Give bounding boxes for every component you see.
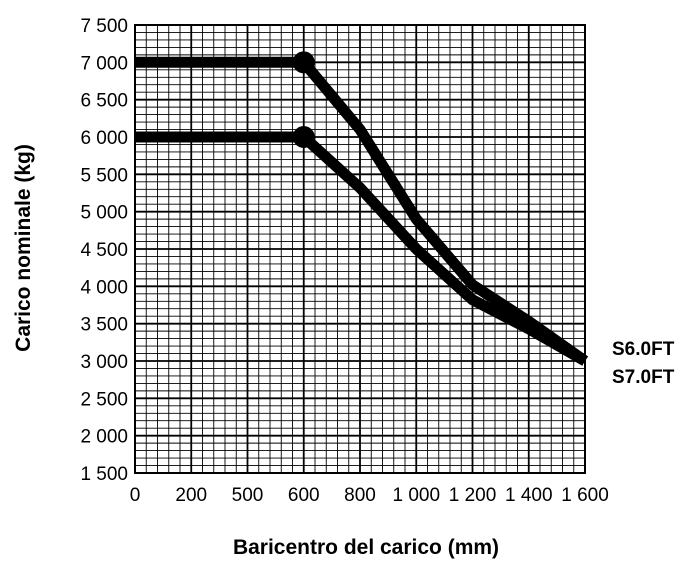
x-tick-label: 0 (130, 485, 141, 506)
y-tick-label: 4 500 (80, 240, 128, 261)
y-tick-label: 3 000 (80, 352, 128, 373)
y-tick-label: 6 000 (80, 128, 128, 149)
y-tick-label: 7 500 (80, 16, 128, 37)
series-marker-s7-0ft (292, 51, 315, 74)
x-tick-label: 200 (175, 485, 207, 506)
x-tick-label: 1 600 (561, 485, 609, 506)
y-axis-title: Carico nominale (kg) (12, 144, 35, 352)
series-layer (135, 51, 589, 366)
y-tick-label: 1 500 (80, 464, 128, 485)
x-tick-label: 1 400 (505, 485, 553, 506)
y-tick-label: 6 500 (80, 91, 128, 112)
y-tick-label: 5 500 (80, 165, 128, 186)
plot-frame (134, 24, 586, 474)
y-tick-label: 2 000 (80, 427, 128, 448)
y-axis-ticks: 1 500 2 000 2 500 3 000 3 500 4 000 4 500 5 000… (80, 16, 128, 485)
x-tick-label: 500 (232, 485, 264, 506)
x-tick-label: 1 200 (449, 485, 497, 506)
y-tick-label: 2 500 (80, 389, 128, 410)
x-tick-label: 1 000 (392, 485, 440, 506)
x-tick-label: 800 (344, 485, 376, 506)
x-axis-ticks: 0 200 500 600 800 1 000 1 200 1 400 1 600 (130, 485, 609, 506)
series-labels: S6.0FT S7.0FT (612, 339, 675, 388)
series-label: S7.0FT (612, 367, 675, 388)
series-label: S6.0FT (612, 339, 675, 360)
x-tick-label: 600 (288, 485, 320, 506)
y-tick-label: 3 500 (80, 315, 128, 336)
y-tick-label: 4 000 (80, 277, 128, 298)
x-axis-title: Baricentro del carico (mm) (233, 536, 499, 559)
y-tick-label: 7 000 (80, 53, 128, 74)
series-marker-s6-0ft (292, 126, 315, 148)
y-tick-label: 5 000 (80, 203, 128, 224)
